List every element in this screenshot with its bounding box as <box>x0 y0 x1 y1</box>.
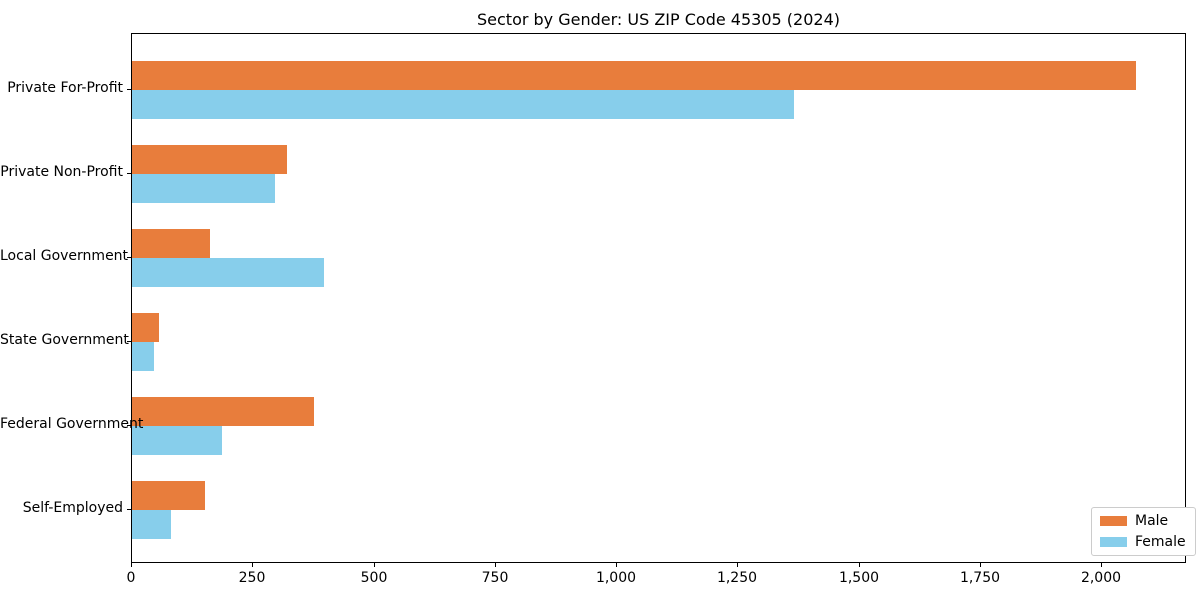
x-tick-mark <box>252 563 253 567</box>
chart-title: Sector by Gender: US ZIP Code 45305 (202… <box>477 10 840 29</box>
x-tick-mark <box>980 563 981 567</box>
y-tick-mark <box>127 173 131 174</box>
x-tick-label: 0 <box>126 570 136 586</box>
male-bar <box>132 61 1136 90</box>
x-tick-label: 2,000 <box>1080 570 1122 586</box>
y-tick-mark <box>127 509 131 510</box>
x-tick-label: 1,500 <box>838 570 880 586</box>
x-tick-label: 500 <box>360 570 388 586</box>
female-bar <box>132 510 171 539</box>
female-bar <box>132 342 154 371</box>
x-tick-label: 250 <box>238 570 266 586</box>
female-bar <box>132 426 222 455</box>
category-label: Private For-Profit <box>7 80 123 96</box>
x-tick-mark <box>374 563 375 567</box>
category-label: Federal Government <box>0 416 144 432</box>
x-tick-label: 1,250 <box>716 570 758 586</box>
male-bar <box>132 313 159 342</box>
x-tick-mark <box>616 563 617 567</box>
x-tick-mark <box>131 563 132 567</box>
male-bar <box>132 481 205 510</box>
x-tick-label: 1,000 <box>595 570 637 586</box>
y-tick-mark <box>127 257 131 258</box>
legend-row: Male <box>1100 513 1186 529</box>
category-label: Local Government <box>0 248 129 264</box>
x-tick-mark <box>737 563 738 567</box>
legend-label: Female <box>1135 534 1186 550</box>
x-tick-mark <box>859 563 860 567</box>
x-tick-label: 750 <box>481 570 509 586</box>
male-bar <box>132 145 287 174</box>
x-tick-label: 1,750 <box>959 570 1001 586</box>
legend-row: Female <box>1100 534 1186 550</box>
male-bar <box>132 229 210 258</box>
y-tick-mark <box>127 425 131 426</box>
category-label: State Government <box>0 332 129 348</box>
legend: Male Female <box>1091 507 1196 556</box>
x-tick-mark <box>495 563 496 567</box>
plot-area <box>131 33 1186 563</box>
category-label: Private Non-Profit <box>0 164 123 180</box>
legend-label: Male <box>1135 513 1169 529</box>
female-bar <box>132 90 794 119</box>
male-legend-swatch <box>1100 516 1127 526</box>
male-bar <box>132 397 314 426</box>
female-bar <box>132 258 324 287</box>
y-tick-mark <box>127 89 131 90</box>
y-tick-mark <box>127 341 131 342</box>
female-legend-swatch <box>1100 537 1127 547</box>
female-bar <box>132 174 275 203</box>
category-label: Self-Employed <box>22 500 123 516</box>
x-tick-mark <box>1101 563 1102 567</box>
